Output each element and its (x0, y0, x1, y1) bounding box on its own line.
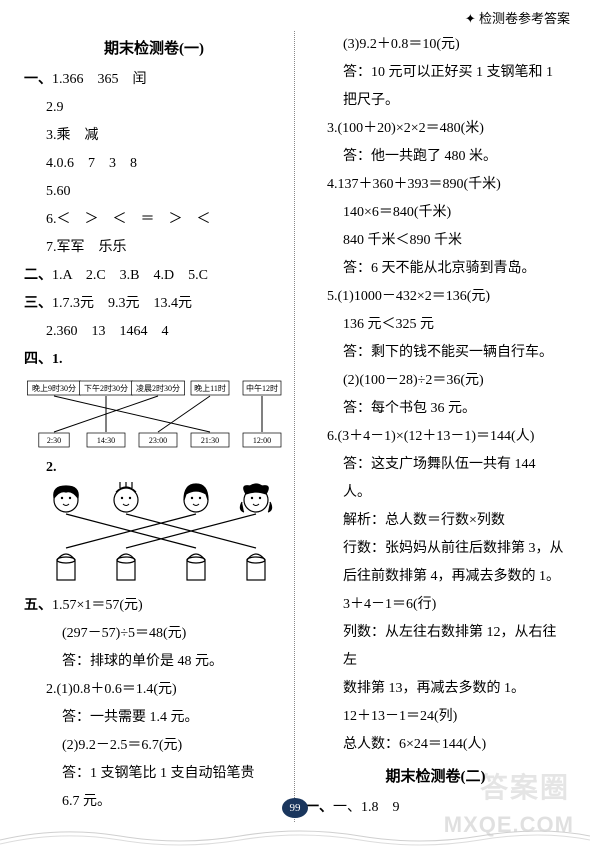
r11: 136 元＜325 元 (305, 311, 566, 339)
svg-text:下午2时30分: 下午2时30分 (84, 383, 128, 393)
svg-text:凌晨2时30分: 凌晨2时30分 (136, 383, 180, 393)
svg-text:23:00: 23:00 (149, 436, 167, 445)
svg-text:12:00: 12:00 (253, 436, 271, 445)
r15: 6.(3＋4－1)×(12＋13－1)＝144(人) (305, 423, 566, 451)
svg-text:21:30: 21:30 (201, 436, 219, 445)
r1: (3)9.2＋0.8＝10(元) (305, 31, 566, 59)
sec5-l3: 答：排球的单价是 48 元。 (24, 648, 284, 676)
r18: 行数：张妈妈从前往后数排第 3，从 (305, 535, 566, 563)
page-number: 99 (282, 798, 308, 818)
sec5-l8: 6.7 元。 (24, 788, 284, 816)
sec1-i1: 一、1.366 365 闰 (24, 66, 284, 94)
svg-text:晚上9时30分: 晚上9时30分 (32, 383, 76, 393)
sec1-i2: 2.9 (24, 94, 284, 122)
sec4-label: 四、1. (24, 346, 284, 374)
sec3-i2: 2.360 13 1464 4 (24, 318, 284, 346)
r19: 后往前数排第 4，再减去多数的 1。 (305, 563, 566, 591)
exam-title-1: 期末检测卷(一) (24, 37, 284, 58)
sec4-label2: 2. (24, 454, 284, 482)
page-header: ✦ 检测卷参考答案 (0, 0, 590, 31)
r13: (2)(100－28)÷2＝36(元) (305, 367, 566, 395)
sec1-i5: 5.60 (24, 178, 284, 206)
sec1-i3: 3.乘 减 (24, 122, 284, 150)
r22: 数排第 13，再减去多数的 1。 (305, 675, 566, 703)
sec5-l2: (297－57)÷5＝48(元) (24, 620, 284, 648)
sec1-i6: 6.＜ ＞ ＜ ＝ ＞ ＜ (24, 206, 284, 234)
r12: 答：剩下的钱不能买一辆自行车。 (305, 339, 566, 367)
sec2: 二、1.A 2.C 3.B 4.D 5.C (24, 262, 284, 290)
r7: 140×6＝840(千米) (305, 199, 566, 227)
r6: 4.137＋360＋393＝890(千米) (305, 171, 566, 199)
r14: 答：每个书包 36 元。 (305, 395, 566, 423)
r10: 5.(1)1000－432×2＝136(元) (305, 283, 566, 311)
left-column: 期末检测卷(一) 一、1.366 365 闰 2.9 3.乘 减 4.0.6 7… (18, 31, 295, 822)
svg-text:晚上11时: 晚上11时 (194, 383, 226, 393)
sec5-l7: 答：1 支钢笔比 1 支自动铅笔贵 (24, 760, 284, 788)
svg-text:14:30: 14:30 (97, 436, 115, 445)
sec5-l4: 2.(1)0.8＋0.6＝1.4(元) (24, 676, 284, 704)
r5: 答：他一共跑了 480 米。 (305, 143, 566, 171)
r16: 答：这支广场舞队伍一共有 144 人。 (305, 451, 566, 507)
diagram-2 (24, 482, 284, 592)
r8: 840 千米＜890 千米 (305, 227, 566, 255)
r23: 12＋13－1＝24(列) (305, 703, 566, 731)
r24: 总人数：6×24＝144(人) (305, 731, 566, 759)
r4: 3.(100＋20)×2×2＝480(米) (305, 115, 566, 143)
sec5-l5: 答：一共需要 1.4 元。 (24, 704, 284, 732)
content-columns: 期末检测卷(一) 一、1.366 365 闰 2.9 3.乘 减 4.0.6 7… (0, 31, 590, 822)
r2: 答：10 元可以正好买 1 支钢笔和 1 (305, 59, 566, 87)
svg-text:2:30: 2:30 (47, 436, 61, 445)
watermark-1: 答案圈 (480, 766, 570, 806)
r21: 列数：从左往右数排第 12，从右往左 (305, 619, 566, 675)
sec5-l1: 五、1.57×1＝57(元) (24, 592, 284, 620)
sec1-i7: 7.军军 乐乐 (24, 234, 284, 262)
svg-text:中午12时: 中午12时 (246, 383, 278, 393)
wave-decoration (0, 822, 590, 846)
sec3-i1: 三、1.7.3元 9.3元 13.4元 (24, 290, 284, 318)
r17: 解析：总人数＝行数×列数 (305, 507, 566, 535)
sec5-l6: (2)9.2－2.5＝6.7(元) (24, 732, 284, 760)
right-column: (3)9.2＋0.8＝10(元) 答：10 元可以正好买 1 支钢笔和 1 把尺… (295, 31, 572, 822)
diagram-1: 晚上9时30分下午2时30分凌晨2时30分 晚上11时 中午12时 2:30 14:30… (24, 374, 284, 454)
header-text: ✦ 检测卷参考答案 (465, 11, 570, 26)
r20: 3＋4－1＝6(行) (305, 591, 566, 619)
sec1-i4: 4.0.6 7 3 8 (24, 150, 284, 178)
r3: 把尺子。 (305, 87, 566, 115)
r9: 答：6 天不能从北京骑到青岛。 (305, 255, 566, 283)
